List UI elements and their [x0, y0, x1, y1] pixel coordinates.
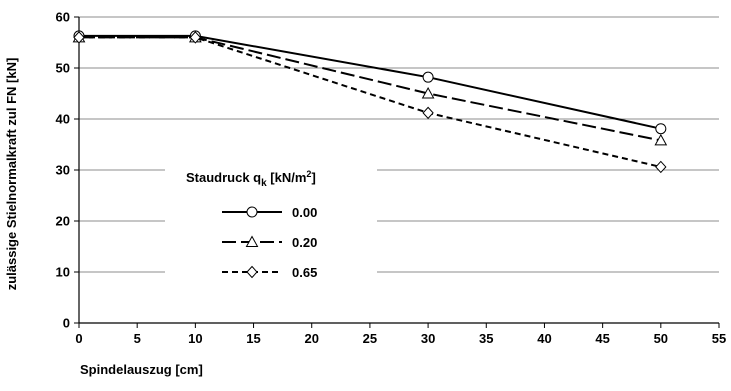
legend-item: 0.20 — [222, 235, 317, 250]
x-tick-label: 45 — [595, 331, 609, 346]
x-tick-label: 30 — [421, 331, 435, 346]
x-tick-label: 55 — [712, 331, 726, 346]
data-point-marker — [655, 123, 667, 135]
legend-item: 0.65 — [222, 265, 317, 280]
y-tick-label: 40 — [56, 112, 70, 127]
series-0.65 — [73, 31, 667, 174]
y-tick-label: 20 — [56, 214, 70, 229]
x-tick-label: 15 — [246, 331, 260, 346]
legend-label: 0.65 — [292, 265, 317, 280]
y-tick-label: 10 — [56, 265, 70, 280]
legend: Staudruck qk [kN/m2] 0.00 0.20 0.65 — [165, 158, 377, 280]
legend-marker — [246, 265, 258, 279]
x-tick-label: 40 — [537, 331, 551, 346]
legend-title: Staudruck qk [kN/m2] — [186, 169, 316, 189]
x-tick-label: 0 — [75, 331, 82, 346]
legend-marker — [245, 235, 259, 247]
legend-item: 0.00 — [222, 205, 317, 220]
series-lines — [72, 30, 668, 174]
y-tick-label: 60 — [56, 10, 70, 25]
data-point-marker — [422, 71, 434, 83]
x-tick-label: 5 — [134, 331, 141, 346]
x-tick-label: 35 — [479, 331, 493, 346]
legend-background — [165, 158, 377, 280]
legend-marker — [246, 206, 258, 218]
y-axis-title: zulässige Stielnormalkraft zul FN [kN] — [4, 58, 19, 291]
legend-label: 0.20 — [292, 235, 317, 250]
series-line — [79, 36, 662, 168]
y-tick-label: 0 — [63, 316, 70, 331]
series-line — [79, 36, 662, 142]
axes — [74, 16, 720, 328]
series-line — [79, 34, 662, 130]
x-tick-label: 50 — [654, 331, 668, 346]
y-tick-label: 50 — [56, 61, 70, 76]
y-tick-label: 30 — [56, 163, 70, 178]
data-point-marker — [73, 31, 85, 44]
tick-labels: 0 10 20 30 40 50 60 0 5 10 15 20 25 30 35 40 45 50 55 — [56, 10, 727, 347]
data-point-marker — [422, 106, 434, 120]
series-0.00 — [73, 30, 667, 135]
data-point-marker — [655, 160, 667, 174]
x-tick-label: 25 — [363, 331, 377, 346]
data-point-marker — [654, 133, 668, 146]
legend-label: 0.00 — [292, 205, 317, 220]
series-0.20 — [72, 30, 668, 146]
legend-items: 0.00 0.20 0.65 — [222, 205, 317, 280]
data-point-marker — [189, 31, 202, 44]
x-tick-label: 20 — [304, 331, 318, 346]
data-point-marker — [421, 86, 435, 99]
x-axis-title: Spindelauszug [cm] — [80, 362, 203, 377]
x-tick-label: 10 — [188, 331, 202, 346]
